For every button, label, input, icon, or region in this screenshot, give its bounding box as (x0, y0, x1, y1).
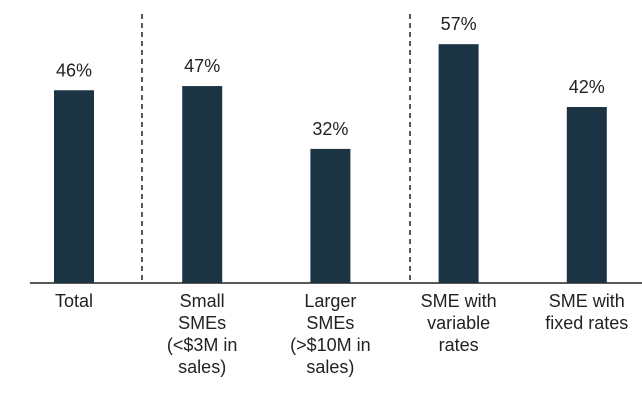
bar (54, 90, 94, 283)
bar (438, 44, 479, 283)
value-label: 32% (312, 119, 348, 139)
category-label: Small SMEs (<$3M in sales) (166, 291, 238, 377)
category-label: Total (54, 291, 94, 311)
value-label: 46% (56, 60, 92, 80)
bar (566, 107, 607, 284)
value-label: 57% (441, 14, 477, 34)
bar (310, 148, 351, 283)
value-label: 42% (569, 77, 605, 97)
category-label: Larger SMEs (>$10M in sales) (290, 291, 371, 377)
bar (182, 86, 223, 283)
value-label: 47% (184, 56, 220, 76)
category-label: SME with fixed rates (545, 291, 629, 333)
category-label: SME with variable rates (420, 291, 497, 355)
